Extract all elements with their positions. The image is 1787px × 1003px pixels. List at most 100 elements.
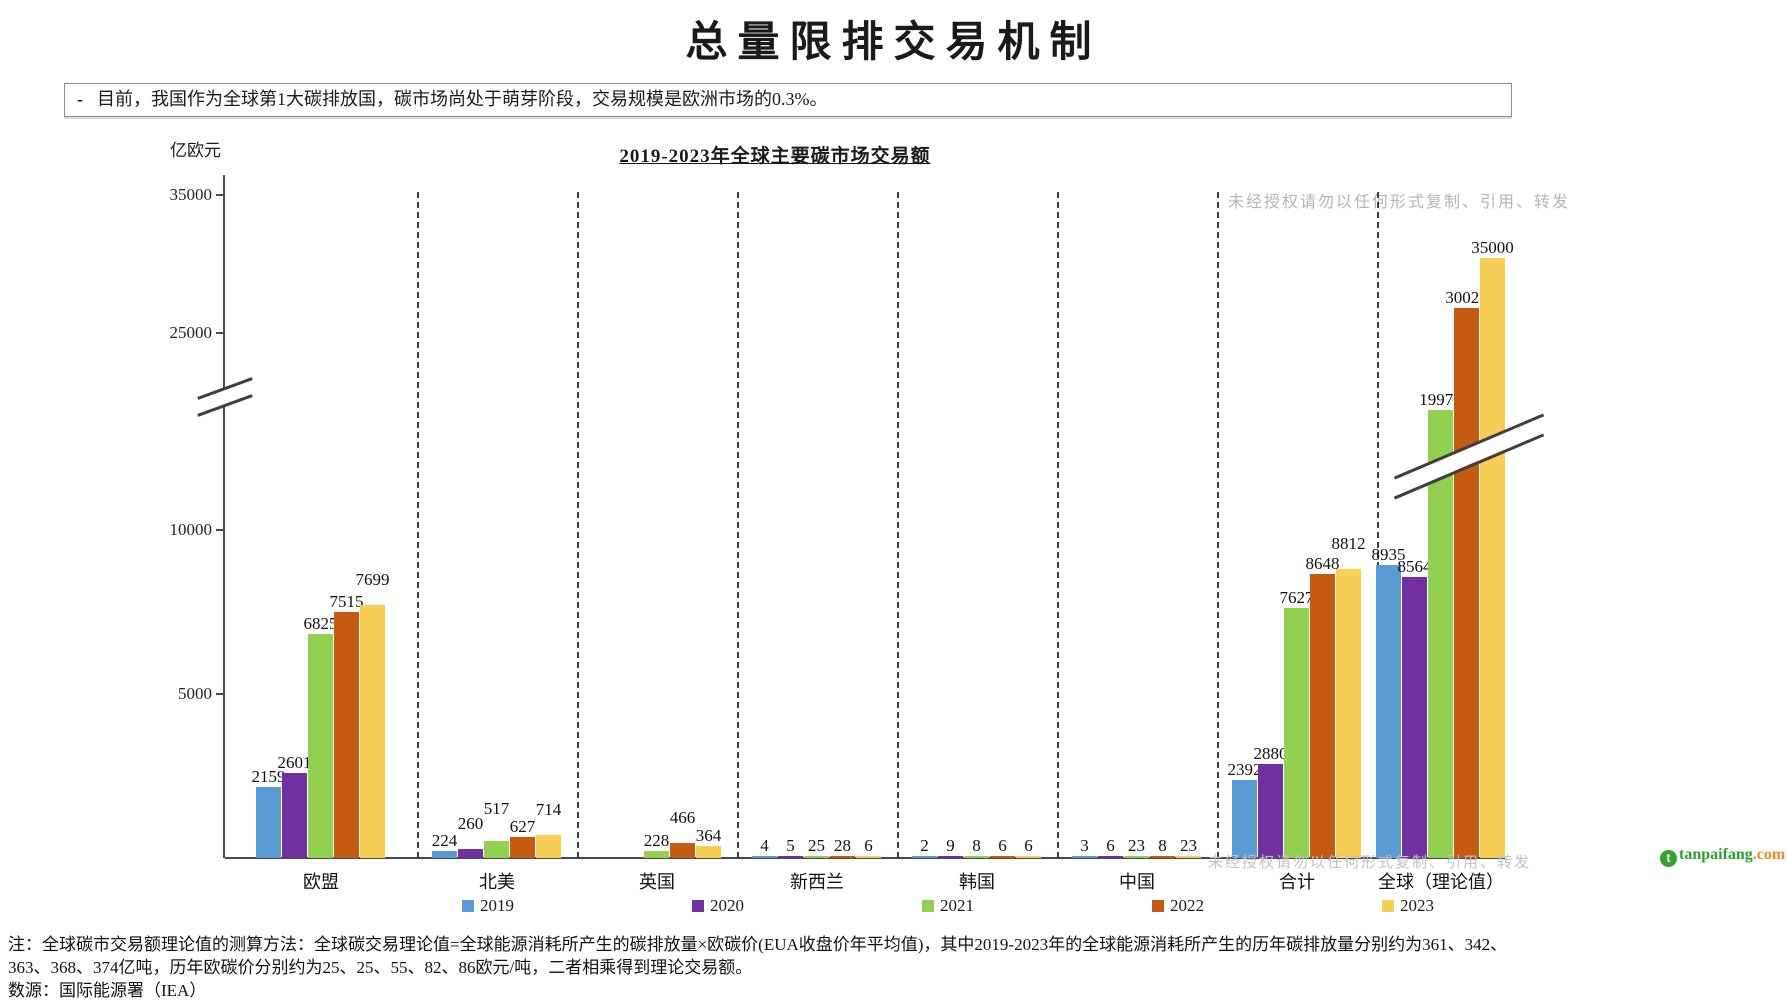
bar-value-label: 6825: [303, 614, 338, 634]
bar-value-label: 8564: [1397, 557, 1432, 577]
y-tick-label: 25000: [169, 323, 213, 342]
watermark-top: 未经授权请勿以任何形式复制、引用、转发: [1227, 194, 1570, 211]
category-label: 北美: [479, 872, 515, 892]
group-separator: [1377, 192, 1379, 858]
group-separator: [417, 192, 419, 858]
legend-label: 2022: [1170, 896, 1204, 915]
bar-value-label: 2159: [251, 767, 286, 787]
bar-value-label: 30021: [1445, 288, 1488, 308]
bar-2020-新西兰: [778, 856, 803, 858]
bar-value-label: 260: [457, 814, 484, 834]
bar-value-label: 8: [972, 836, 981, 855]
bar-value-label: 517: [483, 799, 510, 819]
y-tick-mark: [216, 194, 224, 196]
y-tick-label: 10000: [169, 520, 213, 539]
category-label: 韩国: [959, 872, 995, 892]
site-logo-text: tanpaifang: [1679, 846, 1753, 863]
bar-2021-北美: [484, 841, 509, 858]
bar-value-label: 6: [1106, 836, 1115, 855]
legend-swatch-icon: [692, 900, 704, 912]
bar-2021-中国: [1124, 856, 1149, 858]
bar-value-label: 3: [1080, 836, 1089, 855]
site-logo-icon: t: [1660, 850, 1677, 867]
bar-value-label: 5: [786, 836, 795, 855]
bar-2020-韩国: [938, 856, 963, 858]
bar-2023-北美: [536, 834, 561, 858]
chart-title: 2019-2023年全球主要碳市场交易额: [619, 146, 931, 167]
footnotes: 注：全球碳市交易额理论值的测算方法：全球碳交易理论值=全球能源消耗所产生的碳排放…: [8, 933, 1508, 1002]
bar-2022-韩国: [990, 856, 1015, 858]
bar-2023-中国: [1176, 856, 1201, 858]
bullet-dash: -: [77, 89, 83, 109]
group-separator: [897, 192, 899, 858]
legend-item-2021: 2021: [922, 897, 974, 914]
bar-2023-韩国: [1016, 856, 1041, 858]
note-line: 363、368、374亿吨，历年欧碳价分别约为25、25、55、82、86欧元/…: [8, 958, 753, 977]
y-tick-mark: [216, 693, 224, 695]
bar-2021-合计: [1284, 607, 1309, 858]
y-tick-mark: [216, 529, 224, 531]
bar-2022-新西兰: [830, 856, 855, 858]
bar-value-label: 8935: [1371, 544, 1406, 564]
bar-value-label: 4: [760, 836, 769, 855]
bar-2023-欧盟: [360, 605, 385, 858]
highlight-box: - 目前，我国作为全球第1大碳排放国，碳市场尚处于萌芽阶段，交易规模是欧洲市场的0…: [64, 83, 1512, 117]
bar-value-label: 228: [643, 830, 670, 850]
legend-item-2020: 2020: [692, 896, 744, 915]
bar-value-label: 6: [1024, 836, 1033, 855]
bullet-text: 目前，我国作为全球第1大碳排放国，碳市场尚处于萌芽阶段，交易规模是欧洲市场的0.…: [97, 89, 828, 109]
y-axis: [223, 175, 225, 858]
bar-2019-韩国: [912, 856, 937, 858]
bar-value-label: 35000: [1471, 238, 1514, 257]
bar-value-label: 6: [864, 836, 873, 855]
bar-value-label: 23: [1128, 836, 1145, 855]
bar-2022-合计: [1310, 574, 1335, 858]
bar-value-label: 224: [431, 830, 458, 850]
bar-2022-英国: [670, 842, 695, 858]
bar-2020-欧盟: [282, 772, 307, 858]
bar-2022-北美: [510, 837, 535, 858]
legend-swatch-icon: [1382, 900, 1394, 912]
bar-2019-全球（理论值）: [1376, 564, 1401, 858]
category-label: 英国: [639, 872, 675, 892]
bar-value-label: 2392: [1227, 759, 1262, 779]
group-separator: [1217, 192, 1219, 858]
bar-value-label: 2601: [277, 752, 312, 772]
bar-value-label: 7627: [1279, 587, 1314, 607]
bar-2019-中国: [1072, 856, 1097, 858]
bar-value-label: 2880: [1253, 743, 1288, 763]
y-tick-mark: [216, 332, 224, 334]
legend-swatch-icon: [462, 900, 474, 912]
bar-2020-全球（理论值）: [1402, 577, 1427, 858]
legend-item-2019: 2019: [462, 896, 514, 915]
legend-label: 2020: [710, 896, 744, 915]
bar-2019-合计: [1232, 779, 1257, 858]
bar-2020-合计: [1258, 763, 1283, 858]
y-axis-unit-label: 亿欧元: [170, 141, 221, 160]
bar-value-label: 714: [535, 799, 562, 819]
bar-2020-北美: [458, 849, 483, 858]
legend-label: 2023: [1400, 896, 1434, 915]
site-logo[interactable]: t tanpaifang.com: [1660, 846, 1785, 867]
legend-item-2023: 2023: [1382, 896, 1434, 915]
bar-2022-全球（理论值）: [1454, 308, 1479, 858]
category-label: 欧盟: [303, 872, 339, 892]
bar-value-label: 466: [669, 807, 696, 827]
bar-2023-全球（理论值）: [1480, 258, 1505, 858]
bar-2022-欧盟: [334, 611, 359, 858]
bar-value-label: 8812: [1331, 533, 1366, 553]
category-label: 新西兰: [790, 872, 844, 892]
legend-label: 2019: [480, 896, 514, 915]
bar-value-label: 7515: [329, 591, 364, 611]
note-line: 注：全球碳市交易额理论值的测算方法：全球碳交易理论值=全球能源消耗所产生的碳排放…: [8, 935, 1508, 954]
legend-item-2022: 2022: [1152, 896, 1204, 915]
page-title: 总量限排交易机制: [685, 20, 1102, 66]
bar-2019-北美: [432, 850, 457, 858]
bar-value-label: 7699: [355, 570, 390, 590]
bar-value-label: 25: [808, 836, 825, 855]
group-separator: [1057, 192, 1059, 858]
y-tick-label: 35000: [169, 185, 213, 204]
group-separator: [577, 192, 579, 858]
legend-swatch-icon: [1152, 900, 1164, 912]
